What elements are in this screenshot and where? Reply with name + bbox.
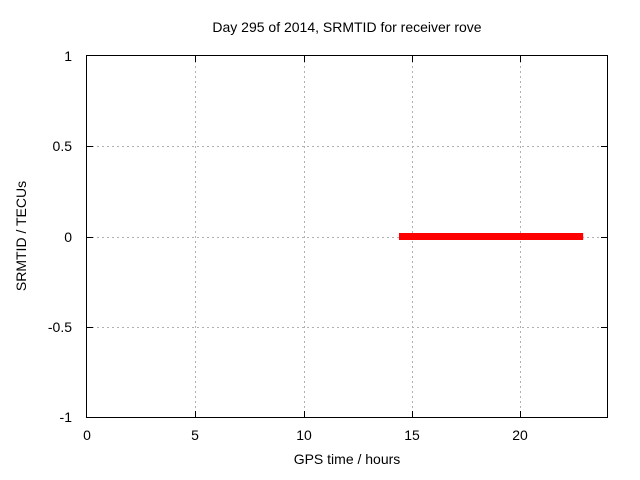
x-tick-top-20 <box>520 56 521 62</box>
chart-title: Day 295 of 2014, SRMTID for receiver rov… <box>212 19 482 35</box>
x-tick-label-10: 10 <box>296 427 312 443</box>
gridline-y-0.5 <box>87 146 607 147</box>
y-tick-label-1: 1 <box>64 48 72 64</box>
gridline-y-0 <box>87 237 607 238</box>
x-tick-top-15 <box>412 56 413 62</box>
y-tick-left--0.5 <box>87 327 93 328</box>
y-tick-right--0.5 <box>601 327 607 328</box>
gridline-y--0.5 <box>87 327 607 328</box>
y-tick-left-0.5 <box>87 146 93 147</box>
x-tick-bottom-15 <box>412 411 413 417</box>
x-axis-label: GPS time / hours <box>293 451 401 467</box>
y-tick-label-0: 0 <box>64 229 72 245</box>
x-tick-bottom-20 <box>520 411 521 417</box>
y-tick-right-0 <box>601 237 607 238</box>
y-tick-right-0.5 <box>601 146 607 147</box>
series-layer <box>399 233 584 240</box>
y-tick-label--0.5: -0.5 <box>47 319 72 335</box>
x-tick-label-5: 5 <box>191 427 199 443</box>
gridline-x-10 <box>304 56 305 417</box>
x-tick-top-5 <box>195 56 196 62</box>
x-tick-label-0: 0 <box>83 427 91 443</box>
y-tick-left-0 <box>87 237 93 238</box>
y-tick-label--1: -1 <box>59 409 72 425</box>
y-tick-label-0.5: 0.5 <box>52 138 72 154</box>
plot-area <box>86 55 608 418</box>
x-tick-top-10 <box>304 56 305 62</box>
x-tick-label-20: 20 <box>512 427 528 443</box>
x-tick-label-15: 15 <box>404 427 420 443</box>
x-tick-bottom-5 <box>195 411 196 417</box>
x-tick-bottom-10 <box>304 411 305 417</box>
gridline-x-5 <box>195 56 196 417</box>
